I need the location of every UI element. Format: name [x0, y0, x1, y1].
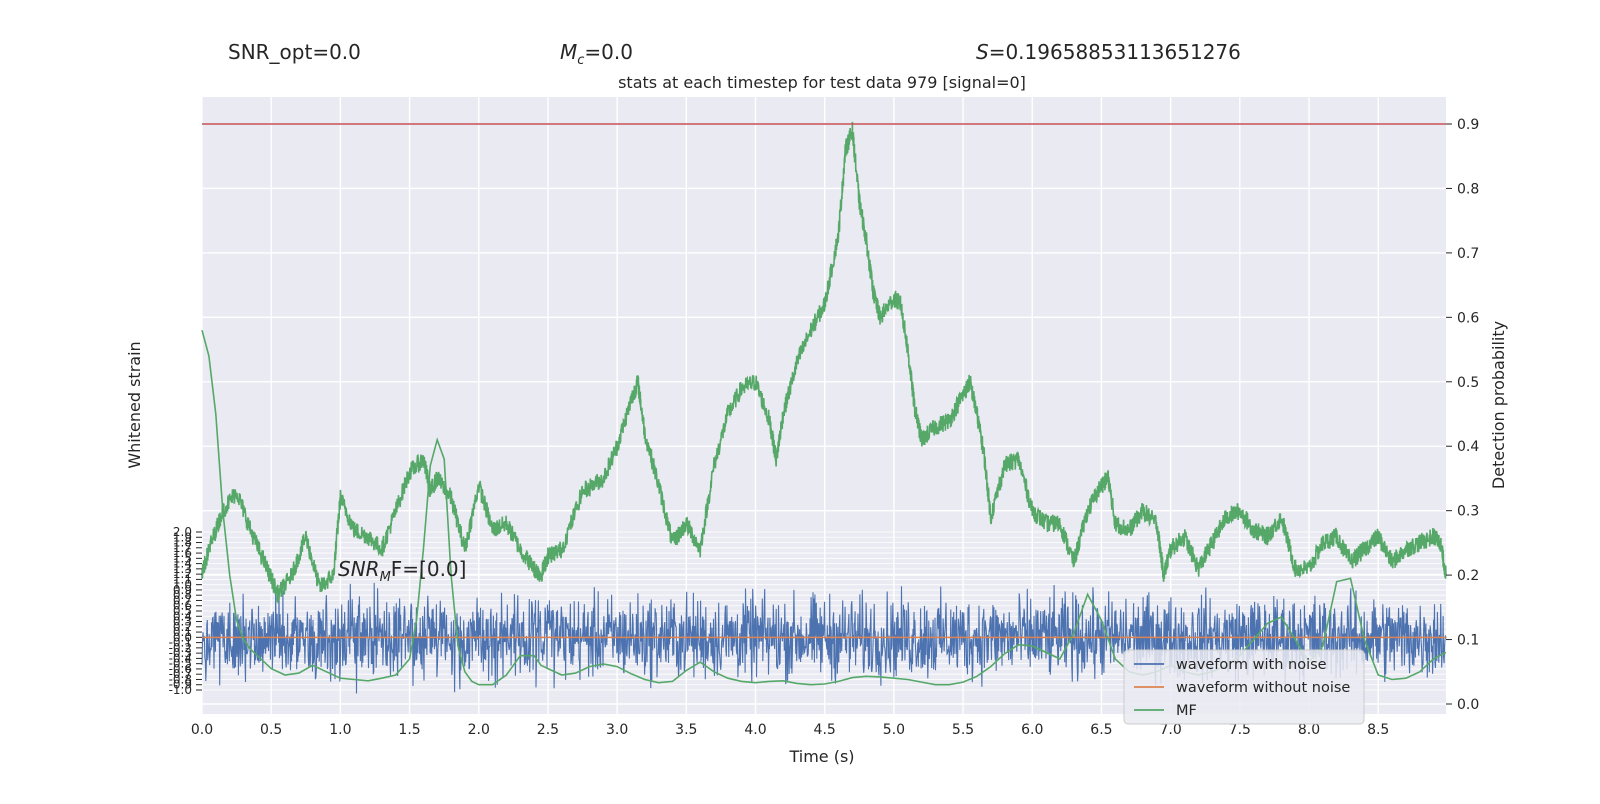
left-y-tick-label: 0.0 — [173, 630, 192, 644]
left-y-tick-label: 0.4 — [173, 609, 192, 623]
x-tick-label: 8.0 — [1298, 722, 1320, 738]
legend-box — [1123, 649, 1365, 725]
left-y-tick-label: -0.9 — [169, 678, 192, 692]
left-y-tick-label: 0.8 — [173, 588, 192, 602]
mc-value: =0.0 — [584, 40, 633, 64]
chart-title: stats at each timestep for test data 979… — [618, 73, 1026, 92]
left-y-tick-label: 1.9 — [173, 530, 192, 544]
left-y-tick-label: 0.2 — [173, 620, 192, 634]
left-y-tick-label: 2.0 — [173, 525, 192, 539]
x-tick-label: 2.0 — [468, 722, 490, 738]
left-y-tick-label: 1.7 — [173, 541, 192, 555]
x-tick-label: 3.0 — [606, 722, 628, 738]
x-tick-label: 5.0 — [883, 722, 905, 738]
left-y-tick-label: 0.5 — [173, 604, 192, 618]
left-y-tick-label: 0.7 — [173, 593, 192, 607]
snr-mf-main: SNR — [338, 557, 380, 581]
left-y-tick-label: -0.7 — [169, 667, 192, 681]
legend-label: waveform with noise — [1176, 657, 1327, 673]
left-y-tick-label: -1.0 — [169, 683, 192, 697]
x-tick-label: 7.5 — [1229, 722, 1251, 738]
right-y-tick-label: 0.6 — [1457, 310, 1479, 326]
x-tick-label: 4.5 — [814, 722, 836, 738]
right-y-tick-label: 0.2 — [1457, 568, 1479, 584]
x-tick-label: 8.5 — [1367, 722, 1389, 738]
left-y-tick-label: 0.3 — [173, 615, 192, 629]
left-y-tick-label: -0.5 — [169, 657, 192, 671]
left-y-tick-label: 1.4 — [173, 557, 192, 571]
detection-probability-line — [201, 121, 1447, 604]
left-y-tick-label: 1.2 — [173, 567, 192, 581]
x-tick-label: 7.0 — [1159, 722, 1181, 738]
right-y-tick-label: 0.1 — [1457, 633, 1479, 649]
noise-waveform-line — [201, 582, 1447, 694]
x-tick-label: 0.0 — [191, 722, 213, 738]
x-axis-label: Time (s) — [788, 747, 854, 766]
x-tick-label: 4.0 — [744, 722, 766, 738]
right-y-axis-label: Detection probability — [1489, 321, 1508, 489]
right-y-tick-label: 0.7 — [1457, 246, 1479, 262]
x-tick-label: 6.0 — [1021, 722, 1043, 738]
x-tick-labels: 0.0 0.5 1.0 1.5 2.0 2.5 3.0 3.5 4.0 4.5 5.0 5.5 6.0 6… — [191, 722, 1389, 738]
left-y-tick-label: -0.8 — [169, 672, 192, 686]
right-y-tick-label: 0.5 — [1457, 375, 1479, 391]
x-tick-label: 3.5 — [675, 722, 697, 738]
left-y-tick-label: -0.2 — [169, 641, 192, 655]
right-y-tick-labels: 0.0 0.1 0.2 0.3 0.4 0.5 0.6 0.7 0.8 0.9 — [1446, 117, 1479, 713]
left-y-tick-label: 1.5 — [173, 551, 192, 565]
left-y-tick-label: 1.3 — [173, 562, 192, 576]
left-y-tick-label: -0.1 — [169, 636, 192, 650]
left-y-tick-label: 0.6 — [173, 599, 192, 613]
legend-label: waveform without noise — [1176, 680, 1350, 696]
x-tick-label: 0.5 — [260, 722, 282, 738]
left-y-tick-label: -0.6 — [169, 662, 192, 676]
snr-mf-annotation: SNRMF=[0.0] — [338, 557, 466, 585]
right-y-tick-label: 0.8 — [1457, 181, 1479, 197]
series-waveform-with-noise — [201, 582, 1447, 694]
left-y-tick-label: -0.3 — [169, 646, 192, 660]
legend: waveform with noise waveform without nois… — [1123, 649, 1365, 725]
s-symbol: S — [976, 40, 989, 64]
x-tick-label: 1.5 — [398, 722, 420, 738]
left-y-axis-label: Whitened strain — [125, 341, 144, 468]
left-y-tick-label: 1.6 — [173, 546, 192, 560]
chirp-mass-label: Mc=0.0 — [560, 40, 633, 68]
snr-mf-rest: F=[0.0] — [391, 557, 467, 581]
right-y-tick-label: 0.4 — [1457, 439, 1479, 455]
x-tick-label: 2.5 — [537, 722, 559, 738]
x-tick-label: 6.5 — [1090, 722, 1112, 738]
mc-symbol: M — [560, 40, 577, 64]
snr-opt-label: SNR_opt=0.0 — [228, 40, 361, 64]
x-tick-label: 5.5 — [952, 722, 974, 738]
mc-subscript: c — [577, 53, 584, 68]
series-detection-probability — [201, 121, 1447, 604]
legend-label: MF — [1176, 703, 1197, 719]
left-y-tick-label: 0.1 — [173, 625, 192, 639]
right-y-tick-label: 0.3 — [1457, 504, 1479, 520]
right-y-tick-label: 0.0 — [1457, 697, 1479, 713]
right-y-tick-label: 0.9 — [1457, 117, 1479, 133]
left-y-tick-label: 1.1 — [173, 572, 192, 586]
s-value: =0.19658853113651276 — [989, 40, 1241, 64]
left-y-tick-label: -0.4 — [169, 651, 192, 665]
x-tick-label: 1.0 — [329, 722, 351, 738]
snr-mf-sub: M — [380, 570, 391, 585]
left-y-tick-label: 1.8 — [173, 536, 192, 550]
s-stat-label: S=0.19658853113651276 — [976, 40, 1241, 64]
left-y-tick-label: 1.0 — [173, 578, 192, 592]
left-y-tick-labels: -1.0-0.9-0.8-0.7-0.6-0.5-0.4-0.3-0.2-0.1… — [169, 525, 202, 697]
left-y-tick-label: 0.9 — [173, 583, 192, 597]
